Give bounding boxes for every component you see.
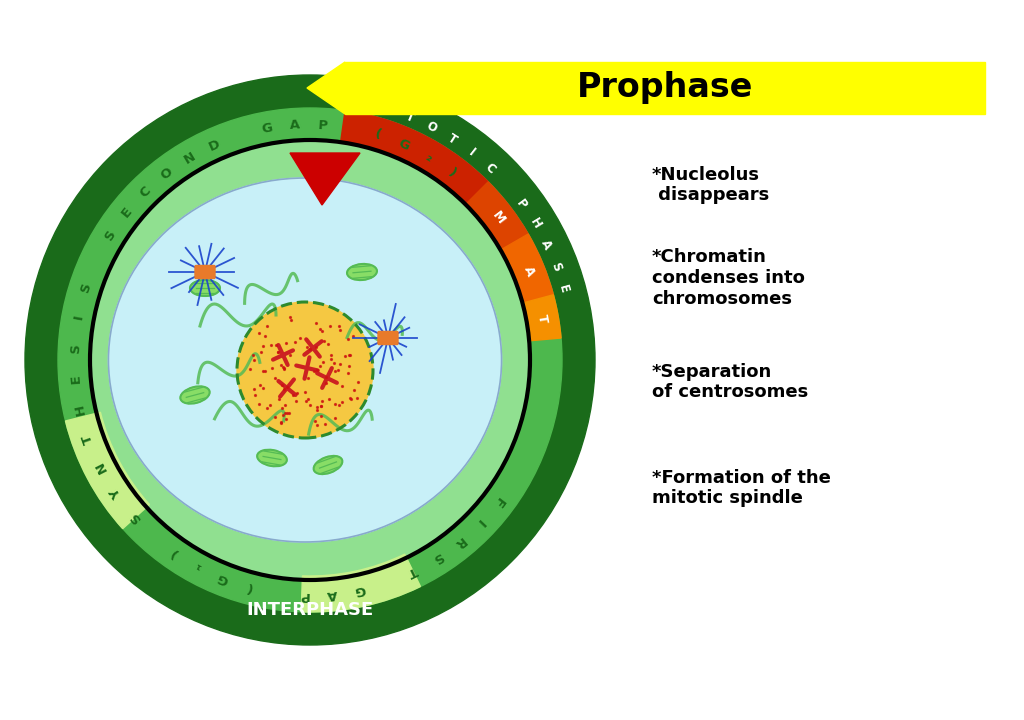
Text: D: D <box>207 137 222 153</box>
FancyBboxPatch shape <box>195 266 215 279</box>
Text: S: S <box>102 228 119 243</box>
Wedge shape <box>341 110 436 169</box>
Text: E: E <box>69 374 83 384</box>
Text: C: C <box>137 184 154 200</box>
Text: (: ( <box>245 580 254 594</box>
Wedge shape <box>420 142 488 204</box>
Ellipse shape <box>180 387 210 404</box>
Circle shape <box>25 75 595 645</box>
Text: A: A <box>539 238 554 252</box>
Text: S: S <box>429 550 444 566</box>
Text: R: R <box>452 534 467 550</box>
Text: T: T <box>445 131 460 147</box>
Text: G: G <box>261 122 274 136</box>
Text: I: I <box>466 146 477 159</box>
Ellipse shape <box>190 280 220 296</box>
Text: N: N <box>181 150 198 166</box>
Text: T: T <box>536 314 550 325</box>
Text: M: M <box>357 95 372 110</box>
Wedge shape <box>501 234 553 303</box>
Ellipse shape <box>313 456 342 474</box>
Text: (: ( <box>373 128 383 142</box>
Text: Prophase: Prophase <box>577 71 754 104</box>
Text: C: C <box>482 161 498 176</box>
Text: T: T <box>81 432 96 445</box>
Ellipse shape <box>347 264 377 280</box>
Text: O: O <box>158 165 175 182</box>
Text: I: I <box>384 102 392 116</box>
Text: ): ) <box>168 544 180 559</box>
Text: G: G <box>353 582 367 597</box>
Text: A: A <box>521 265 537 279</box>
Text: A: A <box>327 587 338 601</box>
Ellipse shape <box>257 450 287 467</box>
Circle shape <box>58 108 562 612</box>
Text: I: I <box>473 516 486 529</box>
Text: S: S <box>79 281 94 294</box>
Wedge shape <box>522 294 561 341</box>
Circle shape <box>237 302 373 438</box>
Text: G: G <box>215 570 230 586</box>
FancyBboxPatch shape <box>378 331 398 344</box>
Text: M: M <box>489 209 508 227</box>
Wedge shape <box>466 182 528 250</box>
Polygon shape <box>307 62 345 114</box>
Text: ₂: ₂ <box>423 150 435 164</box>
Text: G: G <box>396 137 412 153</box>
FancyBboxPatch shape <box>345 62 985 114</box>
Text: E: E <box>119 205 135 220</box>
Text: P: P <box>317 119 329 132</box>
Text: F: F <box>489 494 506 509</box>
Text: S: S <box>69 343 82 353</box>
Wedge shape <box>301 554 421 612</box>
Text: T: T <box>404 109 417 125</box>
Text: *Nucleolus
 disappears: *Nucleolus disappears <box>652 166 769 204</box>
Text: P: P <box>299 588 309 601</box>
Text: H: H <box>526 216 543 231</box>
Text: E: E <box>556 284 570 295</box>
Text: A: A <box>290 119 301 132</box>
Text: *Chromatin
condenses into
chromosomes: *Chromatin condenses into chromosomes <box>652 248 805 308</box>
Text: *Formation of the
mitotic spindle: *Formation of the mitotic spindle <box>652 469 830 508</box>
Text: H: H <box>73 402 88 415</box>
Text: S: S <box>548 261 563 273</box>
Circle shape <box>90 140 530 580</box>
Text: ₁: ₁ <box>191 559 203 573</box>
Text: N: N <box>92 459 109 474</box>
Wedge shape <box>66 413 150 528</box>
Text: INTERPHASE: INTERPHASE <box>247 601 374 619</box>
Text: T: T <box>406 564 419 580</box>
Text: P: P <box>514 197 529 211</box>
Text: O: O <box>424 119 439 135</box>
Polygon shape <box>290 153 360 205</box>
Text: S: S <box>127 509 143 525</box>
Ellipse shape <box>109 178 502 542</box>
Text: *Separation
of centrosomes: *Separation of centrosomes <box>652 363 808 401</box>
Text: I: I <box>72 314 86 320</box>
Text: Y: Y <box>109 485 124 500</box>
Text: ): ) <box>445 166 459 180</box>
